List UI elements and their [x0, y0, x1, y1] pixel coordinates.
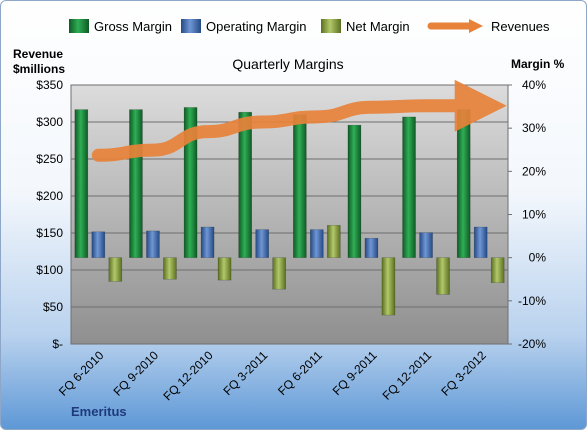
net-margin-bar — [108, 257, 123, 282]
left-tick-label: $100 — [36, 263, 63, 277]
gross-margin-bar — [347, 124, 362, 258]
right-tick-label: 40% — [522, 78, 546, 92]
operating-margin-bar — [146, 230, 160, 258]
operating-margin-bar — [310, 229, 324, 258]
gross-margin-bar — [238, 111, 252, 258]
net-margin-bar — [490, 257, 505, 284]
left-tick-label: $50 — [43, 300, 63, 314]
gross-margin-bar — [402, 116, 416, 258]
x-tick-label: FQ 6-2011 — [275, 348, 325, 398]
legend-swatch-gross-margin — [69, 19, 89, 33]
left-axis-title-line1: Revenue — [13, 47, 63, 61]
gross-margin-bar — [456, 109, 471, 258]
x-tick-label: FQ 9-2010 — [111, 348, 162, 399]
x-tick-label: FQ 12-2010 — [160, 348, 215, 403]
right-tick-label: 30% — [522, 121, 546, 135]
legend: Gross Margin Operating Margin Net Margin… — [69, 19, 550, 34]
left-tick-label: $150 — [36, 226, 63, 240]
left-axis-title-line2: $millions — [13, 62, 65, 76]
legend-label-operating-margin: Operating Margin — [206, 19, 306, 34]
company-name: Emeritus — [71, 404, 127, 419]
net-margin-bar — [272, 257, 286, 290]
operating-margin-bar — [91, 231, 106, 258]
legend-swatch-operating-margin — [181, 19, 201, 33]
right-tick-label: -10% — [518, 294, 546, 308]
x-tick-label: FQ 12-2011 — [380, 348, 435, 403]
revenues-series-line — [91, 79, 507, 162]
net-margin-bar — [327, 224, 341, 258]
net-margin-bar — [217, 257, 232, 281]
legend-label-net-margin: Net Margin — [346, 19, 410, 34]
right-axis-ticks: -20% -10% 0% 10% 20% 30% 40% — [508, 78, 546, 351]
operating-margin-bar — [364, 237, 379, 258]
x-tick-label: FQ 3-2011 — [220, 348, 270, 398]
left-tick-label: $200 — [36, 189, 63, 203]
legend-label-gross-margin: Gross Margin — [94, 19, 172, 34]
left-tick-label: $- — [52, 337, 63, 351]
right-tick-label: 0% — [529, 251, 547, 265]
operating-margin-bar — [473, 226, 488, 258]
left-tick-label: $300 — [36, 115, 63, 129]
right-tick-label: 10% — [522, 208, 546, 222]
gross-margin-bar — [129, 109, 143, 258]
legend-label-revenues: Revenues — [491, 19, 550, 34]
operating-margin-bar — [419, 232, 433, 258]
x-tick-label: FQ 9-2011 — [330, 348, 380, 398]
left-tick-label: $250 — [36, 152, 63, 166]
gridlines — [71, 84, 508, 345]
chart-title: Quarterly Margins — [232, 56, 343, 72]
right-axis-title: Margin % — [511, 57, 565, 71]
x-tick-label: FQ 3-2012 — [438, 348, 489, 399]
operating-margin-bar — [255, 229, 269, 258]
left-axis-ticks: $- $50 $100 $150 $200 $250 $300 $350 — [36, 78, 63, 351]
right-tick-label: -20% — [518, 337, 546, 351]
gross-margin-bar — [183, 107, 198, 258]
net-margin-bar — [163, 257, 177, 280]
net-margin-bar — [381, 257, 396, 316]
operating-margin-bar — [200, 226, 215, 258]
gross-margin-bar — [74, 109, 89, 258]
x-tick-label: FQ 6-2010 — [56, 348, 107, 399]
left-tick-label: $350 — [36, 78, 63, 92]
revenue-line — [91, 79, 507, 162]
gross-margin-bar — [293, 114, 307, 258]
legend-arrow-icon — [469, 19, 483, 33]
x-axis-ticks: FQ 6-2010 FQ 9-2010 FQ 12-2010 FQ 3-2011 FQ … — [56, 348, 489, 403]
right-tick-label: 20% — [522, 164, 546, 178]
net-margin-bar — [436, 257, 450, 295]
legend-swatch-net-margin — [321, 19, 341, 33]
